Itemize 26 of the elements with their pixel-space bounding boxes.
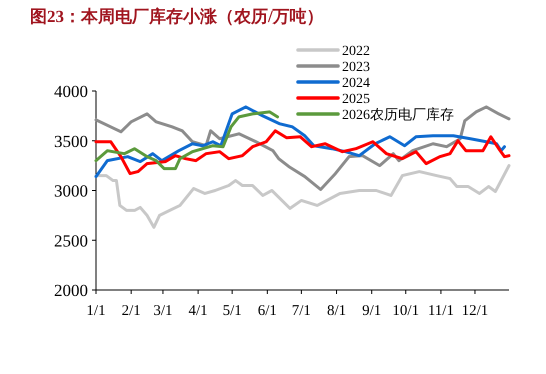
- x-tick-label: 2/1: [122, 303, 141, 319]
- x-tick-label: 12/1: [462, 303, 488, 319]
- legend-label: 2022: [342, 44, 370, 59]
- x-tick-label: 8/1: [326, 303, 346, 319]
- legend-label: 2023: [342, 60, 370, 75]
- line-series: [94, 164, 510, 229]
- y-tick-label: 3500: [54, 132, 88, 151]
- y-tick-label: 2500: [54, 231, 88, 250]
- y-tick-label: 4000: [54, 82, 88, 101]
- x-tick-label: 7/1: [292, 303, 311, 319]
- x-tick-label: 1/1: [86, 303, 106, 319]
- x-tick-label: 4/1: [188, 303, 208, 319]
- x-tick-label: 10/1: [392, 303, 420, 319]
- x-tick-label: 11/1: [428, 303, 454, 319]
- legend-label: 2025: [342, 92, 370, 107]
- y-tick-label: 2000: [54, 281, 88, 300]
- legend-label: 2026农历电厂库存: [342, 107, 454, 123]
- chart-title: 图23：本周电厂库存小涨（农历/万吨）: [30, 7, 324, 26]
- y-tick-label: 3000: [54, 182, 88, 200]
- x-tick-label: 9/1: [362, 303, 382, 319]
- legend-label: 2024: [342, 76, 370, 91]
- x-tick-label: 6/1: [258, 303, 277, 319]
- x-tick-label: 5/1: [222, 303, 242, 319]
- line-series: [94, 129, 510, 176]
- line-series: [94, 110, 280, 170]
- x-tick-label: 3/1: [153, 303, 173, 319]
